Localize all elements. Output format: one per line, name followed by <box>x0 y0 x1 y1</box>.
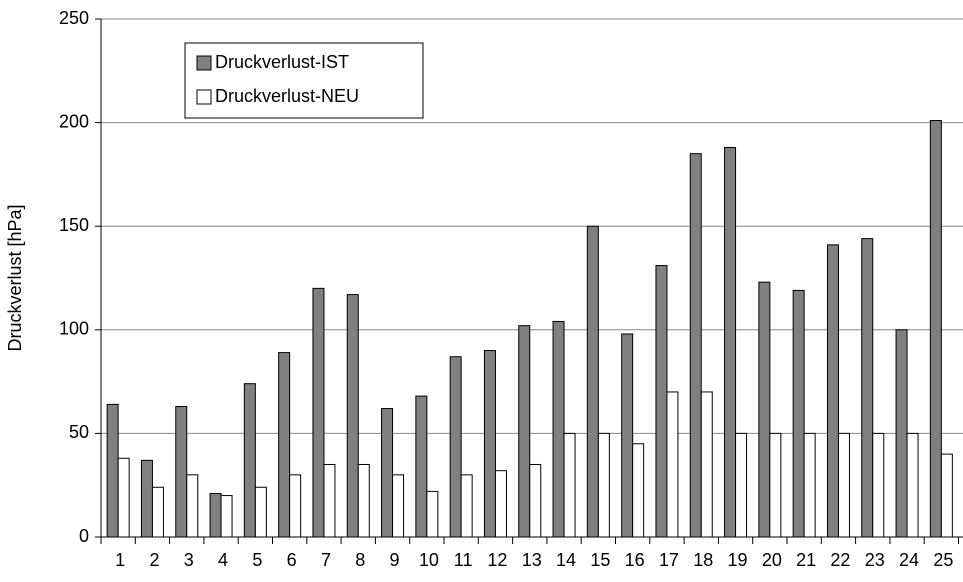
y-tick-label: 200 <box>59 111 89 131</box>
bar <box>415 395 428 538</box>
bar <box>586 225 599 538</box>
x-tick-label: 17 <box>659 550 679 570</box>
bar <box>106 403 119 538</box>
y-tick-label: 50 <box>69 422 89 442</box>
x-tick-label: 6 <box>287 550 297 570</box>
bar <box>426 490 439 538</box>
legend-label: Druckverlust-NEU <box>215 86 359 106</box>
x-tick-label: 9 <box>390 550 400 570</box>
bar <box>906 432 919 538</box>
bar <box>758 281 771 538</box>
y-tick-label: 0 <box>79 526 89 546</box>
x-tick-label: 1 <box>115 550 125 570</box>
bar <box>552 321 565 538</box>
bar <box>929 120 942 538</box>
bar <box>494 470 507 538</box>
bar <box>289 474 302 538</box>
bar <box>621 333 634 538</box>
bar <box>689 153 702 538</box>
bar <box>220 495 233 538</box>
bar <box>792 289 805 538</box>
x-tick-label: 5 <box>252 550 262 570</box>
bar <box>826 244 839 538</box>
y-axis-label: Druckverlust [hPa] <box>5 204 25 351</box>
bar <box>700 391 713 538</box>
bar <box>518 325 531 538</box>
bar <box>460 474 473 538</box>
x-tick-label: 13 <box>522 550 542 570</box>
bar <box>632 443 645 538</box>
legend <box>184 42 424 119</box>
x-tick-label: 25 <box>933 550 953 570</box>
y-tick-label: 250 <box>59 8 89 28</box>
bar <box>483 350 496 538</box>
bar <box>735 432 748 538</box>
x-tick-label: 21 <box>796 550 816 570</box>
bar <box>243 383 256 538</box>
bar <box>563 432 576 538</box>
x-tick-label: 14 <box>556 550 576 570</box>
x-tick-label: 12 <box>487 550 507 570</box>
x-tick-label: 3 <box>184 550 194 570</box>
y-tick-label: 100 <box>59 319 89 339</box>
bar <box>861 238 874 538</box>
x-tick-label: 15 <box>590 550 610 570</box>
x-tick-label: 2 <box>149 550 159 570</box>
x-tick-label: 19 <box>728 550 748 570</box>
x-tick-label: 11 <box>454 550 473 570</box>
bar <box>357 463 370 538</box>
legend-swatch <box>196 89 212 105</box>
bar <box>254 486 267 538</box>
bar <box>872 432 885 538</box>
x-tick-label: 4 <box>218 550 228 570</box>
bar <box>724 146 737 538</box>
x-tick-label: 24 <box>899 550 919 570</box>
bar <box>186 474 199 538</box>
bar <box>666 391 679 538</box>
bar <box>381 408 394 538</box>
x-tick-label: 7 <box>321 550 331 570</box>
x-tick-label: 16 <box>625 550 645 570</box>
bar <box>837 432 850 538</box>
bar <box>140 459 153 538</box>
legend-swatch <box>196 55 212 71</box>
bar <box>209 492 222 538</box>
bar <box>803 432 816 538</box>
x-tick-label: 10 <box>419 550 439 570</box>
bar <box>346 294 359 538</box>
x-tick-label: 8 <box>355 550 365 570</box>
x-tick-label: 18 <box>693 550 713 570</box>
x-tick-label: 22 <box>830 550 850 570</box>
bar <box>151 486 164 538</box>
bar <box>175 405 188 538</box>
bar <box>449 356 462 538</box>
bar <box>769 432 782 538</box>
bar <box>597 432 610 538</box>
legend-label: Druckverlust-IST <box>215 52 349 72</box>
x-tick-label: 23 <box>865 550 885 570</box>
bar <box>529 463 542 538</box>
bar <box>392 474 405 538</box>
bar <box>278 352 291 538</box>
bar <box>312 287 325 538</box>
bar <box>117 457 130 538</box>
bar <box>655 265 668 538</box>
bar <box>940 453 953 538</box>
y-tick-label: 150 <box>59 215 89 235</box>
bar <box>895 329 908 538</box>
bar <box>323 463 336 538</box>
x-tick-label: 20 <box>762 550 782 570</box>
